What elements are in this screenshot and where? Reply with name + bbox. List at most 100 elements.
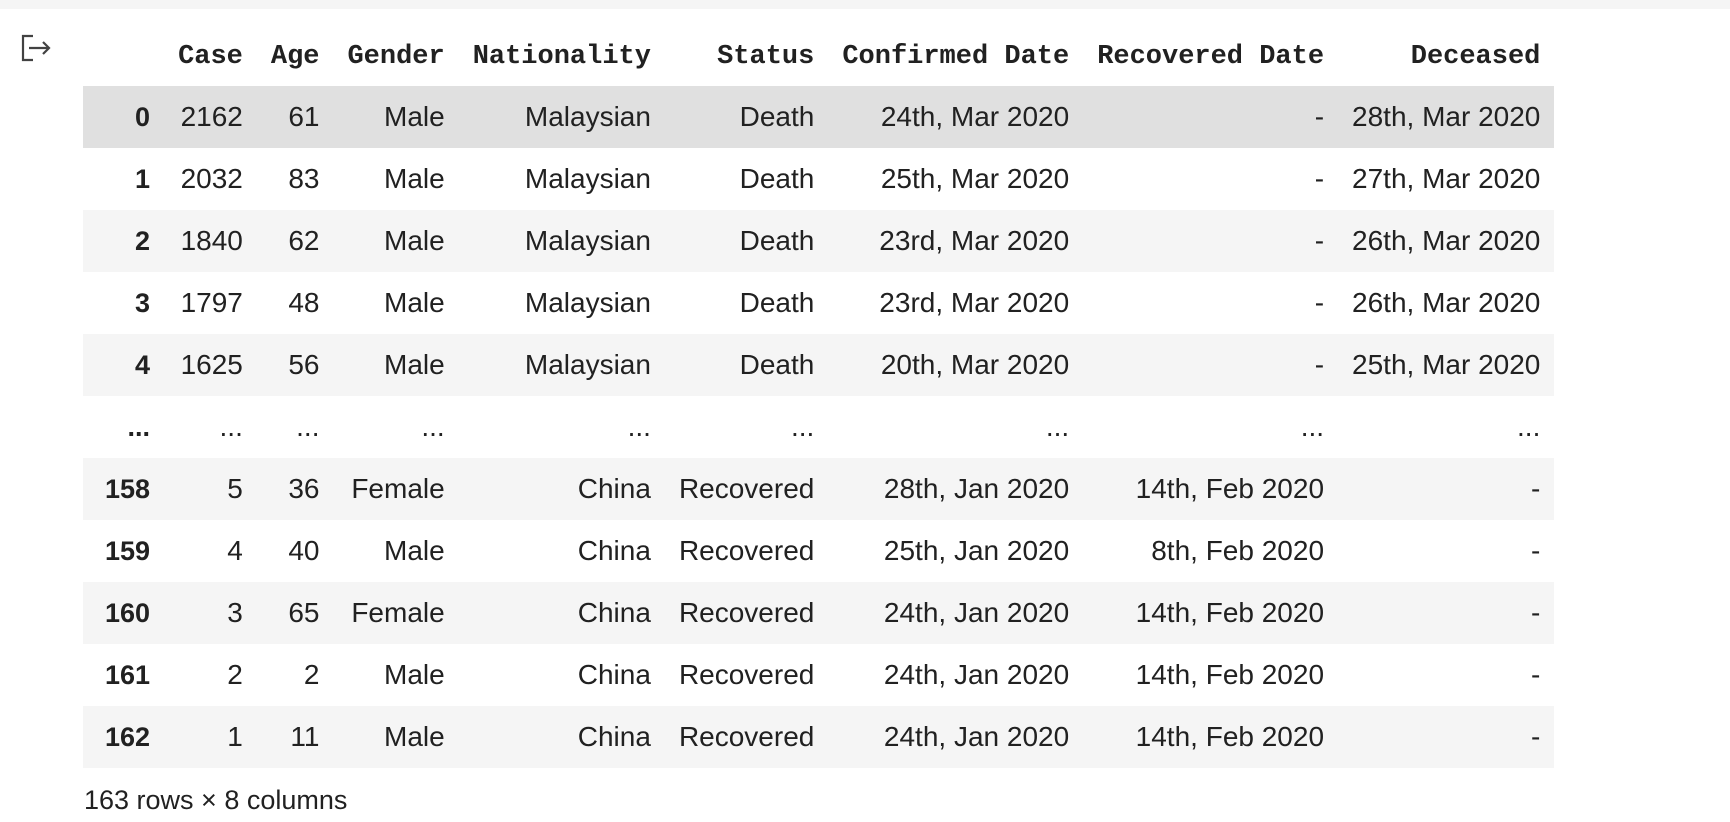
table-row: 159 4 40 Male China Recovered 25th, Jan 2020 8t… [83,520,1555,582]
table-cell: - [1314,287,1325,318]
table-cell: Male [384,163,445,194]
table-cell: Death [739,287,815,318]
table-cell: 2 [303,659,320,690]
table-cell: Malaysian [524,101,651,132]
table-body: 0 2162 61 Male Malaysian Death 24th, Mar 2020-… [83,86,1555,768]
table-cell: 24th, Jan 2020 [883,597,1070,628]
table-cell: 14th, Feb 2020 [1135,473,1325,504]
header-row: Case Age Gender Nationality Status Confi… [83,27,1554,86]
table-cell: 1625 [180,349,243,380]
table-cell: 11 [290,721,320,752]
column-header: Status [717,41,815,72]
table-cell: China [577,659,651,690]
row-index: 4 [135,349,151,380]
table-cell: Male [384,721,445,752]
row-index: 1 [135,163,151,194]
column-header: Case [178,41,243,72]
table-cell: China [577,473,651,504]
table-cell: China [577,721,651,752]
table-cell: - [1314,163,1325,194]
row-index: 160 [105,597,151,628]
row-index: ... [127,411,151,442]
table-row: 161 2 2 Male China Recovered 24th, Jan 2020 14t… [83,644,1555,706]
row-index: 3 [135,287,151,318]
table-cell: 62 [288,225,320,256]
table-cell: ... [1045,411,1070,442]
table-cell: ... [219,411,243,442]
column-header: Confirmed Date [842,41,1070,72]
table-cell: ... [1517,411,1541,442]
table-cell: China [577,535,651,566]
table-cell: 24th, Mar 2020 [880,101,1070,132]
table-cell: Malaysian [524,225,651,256]
table-cell: Death [739,163,815,194]
table-cell: 1840 [180,225,243,256]
row-index: 2 [135,225,151,256]
table-cell: 2162 [180,101,243,132]
table-cell: Recovered [678,659,815,690]
table-cell: - [1531,721,1541,752]
table-cell: 26th, Mar 2020 [1352,225,1541,256]
table-row: 1 2032 83 Male Malaysian Death 25th, Mar 2020 -… [83,148,1555,210]
table-cell: - [1314,225,1325,256]
table-row: ........................... [83,396,1555,458]
table-cell: Male [384,225,445,256]
dataframe-table: Case Age Gender Nationality Status Confi… [83,27,1555,768]
table-cell: 20th, Mar 2020 [880,349,1070,380]
table-cell: 24th, Jan 2020 [883,721,1070,752]
table-cell: 1 [227,721,243,752]
table-cell: 14th, Feb 2020 [1135,597,1325,628]
table-cell: - [1531,659,1541,690]
table-row: 3 1797 48 Male Malaysian Death 23rd, Mar 2020 -… [83,272,1555,334]
output-redirect-icon[interactable] [20,33,56,63]
table-cell: Malaysian [524,163,651,194]
column-header: Recovered Date [1097,41,1325,72]
index-header [83,27,164,86]
table-cell: Malaysian [524,349,651,380]
table-cell: Male [384,101,445,132]
table-cell: ... [627,411,651,442]
table-cell: Male [384,535,445,566]
row-index: 162 [105,721,151,752]
table-cell: 23rd, Mar 2020 [879,225,1070,256]
table-cell: ... [421,411,445,442]
row-index: 0 [135,101,151,132]
table-cell: 2032 [180,163,243,194]
table-cell: Death [739,101,815,132]
table-row: 4 1625 56 Male Malaysian Death 20th, Mar 2020 -… [83,334,1555,396]
table-cell: 5 [227,473,243,504]
table-row: 162 1 11 Male China Recovered 24th, Jan 2020 14… [83,706,1555,768]
table-cell: Male [384,287,445,318]
dataframe-output: Case Age Gender Nationality Status Confi… [83,27,1555,768]
table-cell: Recovered [678,597,815,628]
table-cell: 14th, Feb 2020 [1135,659,1325,690]
table-cell: 25th, Jan 2020 [883,535,1070,566]
row-index: 161 [105,659,151,690]
table-cell: Death [739,225,815,256]
column-header: Age [270,41,320,72]
table-cell: Male [384,659,445,690]
table-cell: Recovered [678,473,815,504]
table-cell: Recovered [678,535,815,566]
table-cell: 56 [288,349,320,380]
table-cell: 40 [288,535,320,566]
table-cell: 83 [288,163,320,194]
row-index: 158 [105,473,151,504]
table-cell: ... [1300,411,1325,442]
table-row: 160 3 65 Female China Recovered 24th, Jan 2020… [83,582,1555,644]
table-cell: Death [739,349,815,380]
cell-top-divider [0,0,1730,9]
table-row: 0 2162 61 Male Malaysian Death 24th, Mar 2020 -… [83,86,1555,148]
table-cell: 1797 [180,287,243,318]
table-cell: 2 [227,659,243,690]
table-cell: 24th, Jan 2020 [883,659,1070,690]
table-cell: 27th, Mar 2020 [1352,163,1541,194]
table-cell: Female [351,597,445,628]
table-cell: 8th, Feb 2020 [1151,535,1325,566]
table-cell: 36 [288,473,320,504]
table-cell: - [1531,535,1541,566]
table-cell: 3 [227,597,243,628]
table-cell: Female [351,473,445,504]
table-cell: - [1314,101,1325,132]
column-header: Deceased [1410,41,1541,72]
